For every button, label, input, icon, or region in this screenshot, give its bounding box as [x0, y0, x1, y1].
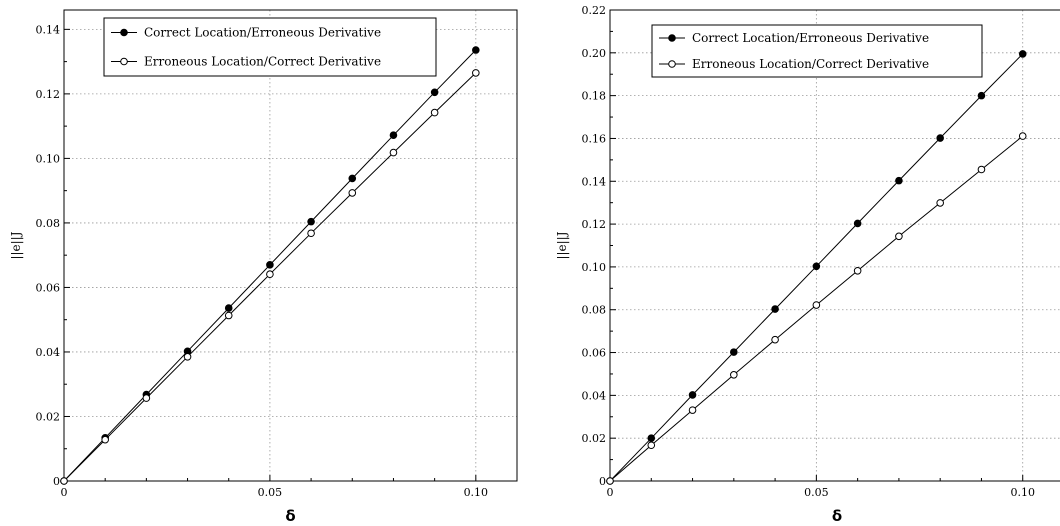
- y-tick-label: 0.04: [36, 346, 61, 359]
- legend-marker: [668, 34, 676, 42]
- series-2: [60, 69, 480, 485]
- y-tick-label: 0.12: [582, 218, 607, 231]
- chart-panel-1: 0 0.02 0.04 0.06 0.08 0.10 0.12 0.14 0 0.05 0.10 δ |…: [9, 9, 518, 525]
- y-tick-label: 0.08: [582, 304, 607, 317]
- data-point: [730, 371, 738, 379]
- legend-marker: [668, 60, 676, 68]
- data-point: [389, 131, 398, 139]
- legend: Correct Location/Erroneous Derivative Err…: [103, 17, 437, 77]
- x-tick-label: 0.05: [258, 486, 283, 499]
- x-tick-label: 0.10: [1010, 486, 1035, 499]
- y-tick-label: 0.18: [582, 90, 607, 103]
- data-point: [307, 217, 315, 226]
- y-tick-label: 0.16: [582, 132, 607, 145]
- x-tick-label: 0: [607, 486, 614, 499]
- data-point: [730, 348, 738, 356]
- y-tick-label: 0.02: [582, 432, 607, 445]
- y-tick-label: 0.20: [582, 47, 607, 60]
- data-point: [101, 435, 109, 444]
- y-tick-label: 0.12: [36, 88, 61, 101]
- data-point: [307, 229, 315, 238]
- y-tick-label: 0.02: [36, 410, 61, 423]
- y-tick-label: 0.10: [582, 261, 607, 274]
- data-point: [812, 262, 821, 271]
- x-tick-label: 0.05: [804, 486, 829, 499]
- chart-panel-2: 0 0.02 0.04 0.06 0.08 0.10 0.12 0.14 0.16 0.18 0.2…: [555, 4, 1060, 525]
- legend-box: [103, 17, 437, 77]
- data-point: [472, 69, 480, 77]
- data-point: [853, 266, 862, 275]
- data-point: [389, 148, 398, 157]
- y-tick-label: 0: [599, 475, 606, 488]
- data-point: [142, 394, 151, 402]
- y-tick-label: 0.10: [36, 152, 61, 165]
- data-point: [812, 301, 821, 309]
- data-point: [606, 477, 614, 485]
- data-point: [1018, 132, 1027, 140]
- data-point: [348, 174, 357, 183]
- legend-label: Erroneous Location/Correct Derivative: [692, 57, 929, 71]
- data-point: [472, 46, 480, 54]
- y-axis-label: ||e||J: [555, 231, 569, 259]
- data-point: [688, 406, 697, 414]
- plot-frame: [63, 9, 518, 482]
- data-point: [224, 311, 233, 320]
- series-2: [606, 132, 1027, 485]
- data-point: [977, 165, 986, 174]
- data-point: [1018, 50, 1027, 58]
- y-tick-label: 0.14: [582, 175, 607, 188]
- data-point: [977, 91, 986, 100]
- data-point: [430, 88, 439, 97]
- legend: Correct Location/Erroneous Derivative Err…: [651, 24, 983, 78]
- legend-label: Correct Location/Erroneous Derivative: [692, 31, 929, 45]
- data-point: [224, 304, 233, 312]
- data-point: [936, 199, 944, 207]
- legend-marker: [120, 57, 128, 66]
- data-point: [348, 189, 357, 197]
- data-point: [647, 434, 656, 442]
- data-point: [183, 352, 192, 361]
- x-axis-label: δ: [285, 507, 295, 525]
- data-point: [895, 232, 903, 241]
- data-point: [853, 219, 862, 228]
- data-point: [266, 270, 274, 279]
- y-tick-label: 0: [53, 475, 60, 488]
- data-point: [936, 134, 944, 142]
- data-point: [60, 477, 68, 485]
- data-point: [430, 108, 439, 117]
- series-1: [60, 46, 480, 485]
- y-axis-label: ||e||J: [9, 231, 23, 259]
- legend-marker: [120, 28, 128, 37]
- legend-label: Correct Location/Erroneous Derivative: [144, 26, 381, 40]
- y-tick-label: 0.04: [582, 389, 607, 402]
- x-tick-label: 0: [61, 486, 68, 499]
- data-point: [647, 441, 656, 450]
- x-axis-label: δ: [832, 507, 842, 525]
- y-tick-label: 0.08: [36, 217, 61, 230]
- data-point: [771, 305, 779, 313]
- legend-box: [651, 24, 983, 78]
- y-tick-label: 0.22: [582, 4, 607, 17]
- y-tick-label: 0.14: [36, 23, 61, 36]
- data-point: [688, 391, 697, 399]
- data-point: [266, 261, 274, 269]
- legend-label: Erroneous Location/Correct Derivative: [144, 55, 381, 69]
- data-point: [771, 335, 779, 344]
- y-tick-label: 0.06: [582, 347, 607, 360]
- y-tick-label: 0.06: [36, 281, 61, 294]
- data-point: [895, 176, 903, 185]
- x-tick-label: 0.10: [464, 486, 489, 499]
